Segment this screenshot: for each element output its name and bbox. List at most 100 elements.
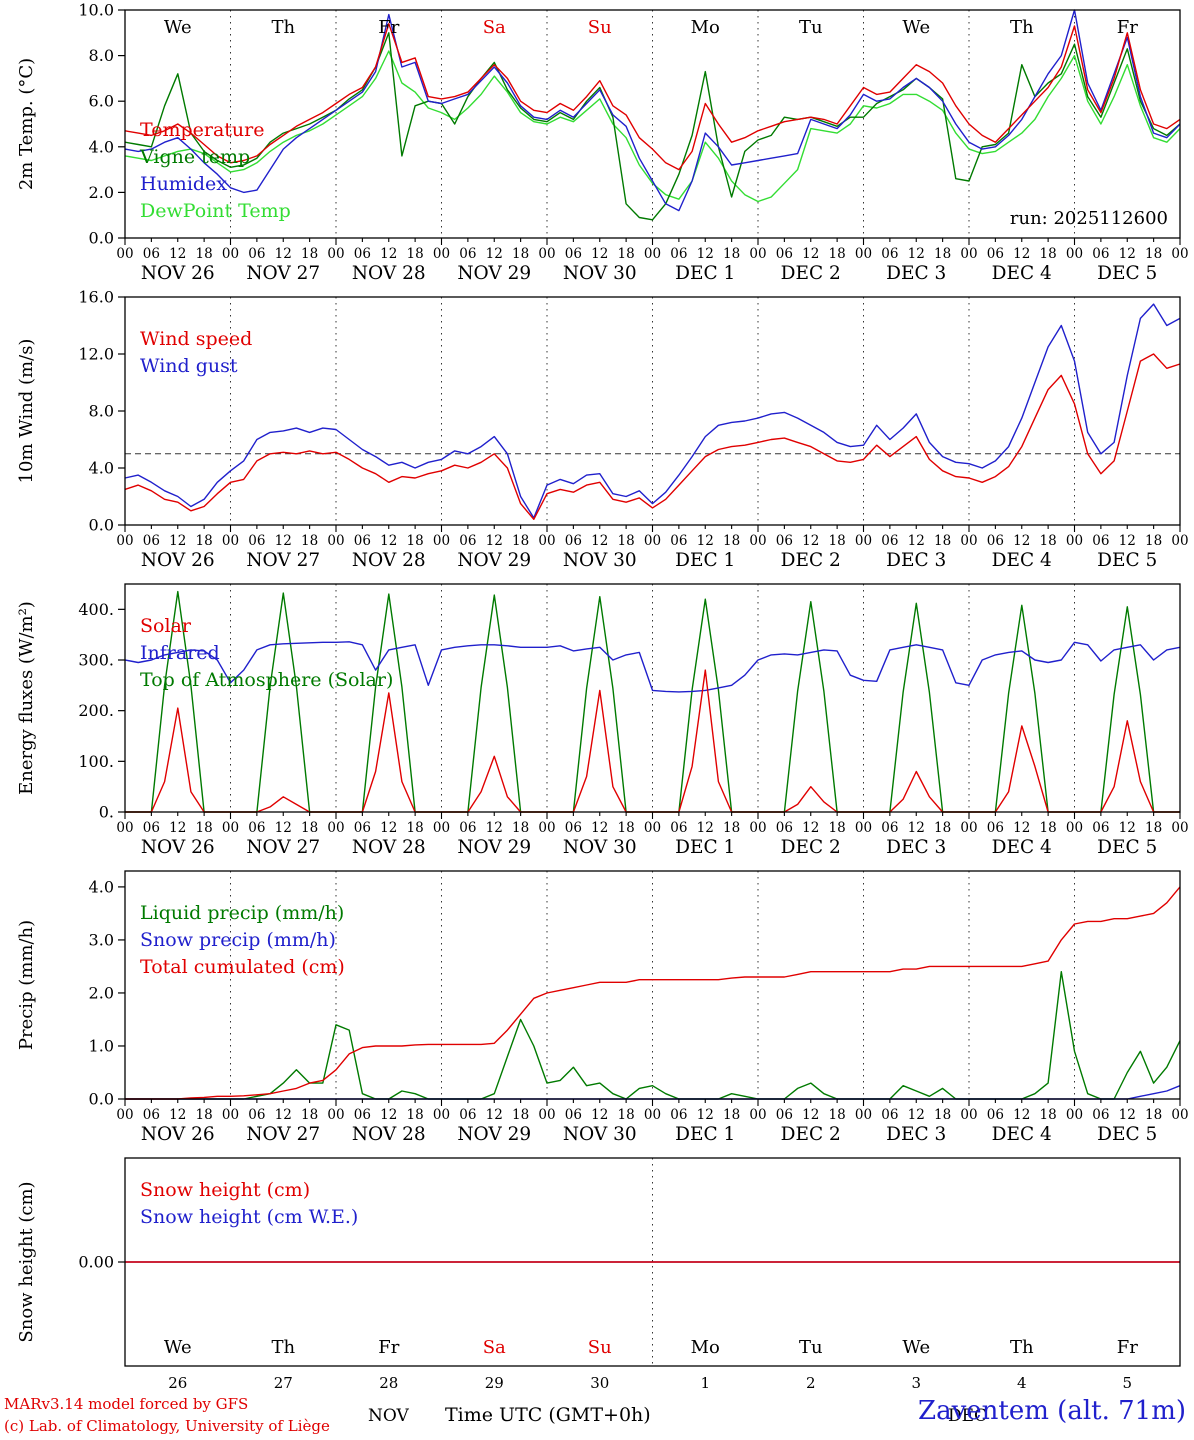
hour-label: 06 [248, 246, 265, 262]
hour-label: 12 [1119, 820, 1136, 836]
legend-total-cumulated-cm: Total cumulated (cm) [140, 956, 345, 978]
y-tick-label: 6.0 [89, 92, 114, 111]
hour-label: 06 [248, 820, 265, 836]
hour-label: 18 [1145, 1107, 1162, 1123]
weekday-label: Mo [691, 17, 720, 38]
date-label: DEC 2 [781, 263, 841, 284]
hour-label: 12 [1013, 533, 1030, 549]
hour-label: 06 [987, 246, 1004, 262]
hour-label: 18 [723, 1107, 740, 1123]
hour-label: 12 [380, 246, 397, 262]
date-label: NOV 29 [457, 837, 531, 858]
y-tick-label: 0.00 [78, 1253, 114, 1272]
weekday-label: Th [271, 17, 295, 38]
date-label: NOV 26 [141, 550, 215, 571]
hour-label: 00 [222, 1107, 239, 1123]
month-label-nov: NOV [368, 1406, 409, 1426]
legend-solar: Solar [140, 615, 192, 637]
hour-label: 00 [749, 246, 766, 262]
legend-humidex: Humidex [140, 173, 227, 195]
date-label: DEC 5 [1097, 263, 1157, 284]
y-axis-title: Precip (mm/h) [16, 920, 37, 1050]
hour-label: 00 [433, 1107, 450, 1123]
hour-label: 12 [802, 246, 819, 262]
hour-label: 00 [960, 820, 977, 836]
hour-label: 06 [776, 246, 793, 262]
hour-label: 06 [354, 1107, 371, 1123]
day-number: 30 [590, 1374, 609, 1392]
hour-label: 00 [855, 820, 872, 836]
hour-label: 00 [644, 820, 661, 836]
y-tick-label: 0.0 [89, 1090, 114, 1109]
y-tick-label: 2.0 [89, 983, 114, 1002]
hour-label: 12 [591, 1107, 608, 1123]
legend-wind-gust: Wind gust [140, 355, 238, 377]
date-label: DEC 4 [992, 550, 1052, 571]
hour-label: 00 [116, 1107, 133, 1123]
hour-label: 06 [987, 820, 1004, 836]
legend-top-of-atmosphere-solar: Top of Atmosphere (Solar) [140, 669, 393, 691]
weekday-label: Th [271, 1337, 295, 1358]
hour-label: 00 [644, 533, 661, 549]
date-label: DEC 3 [886, 263, 946, 284]
y-axis-title: Snow height (cm) [16, 1181, 37, 1342]
hour-label: 06 [248, 533, 265, 549]
hour-label: 12 [275, 1107, 292, 1123]
hour-label: 06 [354, 533, 371, 549]
hour-label: 18 [618, 1107, 635, 1123]
hour-label: 12 [380, 533, 397, 549]
hour-label: 06 [248, 1107, 265, 1123]
hour-label: 12 [1119, 246, 1136, 262]
hour-label: 00 [644, 1107, 661, 1123]
y-tick-label: 8.0 [89, 402, 114, 421]
hour-label: 12 [591, 820, 608, 836]
hour-label: 06 [1092, 820, 1109, 836]
hour-label: 12 [802, 1107, 819, 1123]
run-label: run: 2025112600 [1010, 208, 1168, 229]
day-number: 1 [700, 1374, 710, 1392]
hour-label: 18 [829, 246, 846, 262]
weekday-label: Fr [378, 17, 399, 38]
date-label: NOV 30 [563, 837, 637, 858]
date-label: NOV 28 [352, 837, 426, 858]
hour-label: 18 [618, 246, 635, 262]
hour-label: 06 [459, 820, 476, 836]
y-tick-label: 200. [78, 701, 114, 720]
hour-label: 12 [169, 1107, 186, 1123]
hour-label: 12 [1013, 246, 1030, 262]
hour-label: 12 [591, 246, 608, 262]
hour-label: 18 [723, 246, 740, 262]
hour-label: 12 [697, 1107, 714, 1123]
weekday-label: Su [588, 17, 612, 38]
date-label: NOV 30 [563, 550, 637, 571]
weekday-label: Su [588, 1337, 612, 1358]
legend-wind-speed: Wind speed [140, 328, 252, 350]
hour-label: 18 [196, 820, 213, 836]
hour-label: 06 [354, 820, 371, 836]
date-label: NOV 27 [246, 263, 320, 284]
hour-label: 12 [169, 246, 186, 262]
hour-label: 18 [407, 246, 424, 262]
weekday-label: Mo [691, 1337, 720, 1358]
y-tick-label: 0. [99, 803, 114, 822]
y-tick-label: 0.0 [89, 229, 114, 248]
hour-label: 12 [908, 246, 925, 262]
hour-label: 12 [802, 820, 819, 836]
hour-label: 12 [591, 533, 608, 549]
hour-label: 00 [855, 246, 872, 262]
station-label: Zaventem (alt. 71m) [918, 1396, 1186, 1426]
lab-credit: (c) Lab. of Climatology, University of L… [4, 1416, 330, 1435]
model-credit: MARv3.14 model forced by GFS [4, 1395, 249, 1413]
hour-label: 06 [143, 246, 160, 262]
weekday-label: We [902, 17, 930, 38]
hour-label: 18 [407, 533, 424, 549]
hour-label: 18 [723, 820, 740, 836]
hour-label: 18 [196, 1107, 213, 1123]
weekday-label: We [902, 1337, 930, 1358]
hour-label: 12 [380, 1107, 397, 1123]
date-label: NOV 27 [246, 550, 320, 571]
date-label: DEC 1 [675, 550, 735, 571]
hour-label: 12 [697, 533, 714, 549]
date-label: DEC 3 [886, 837, 946, 858]
hour-label: 00 [327, 246, 344, 262]
